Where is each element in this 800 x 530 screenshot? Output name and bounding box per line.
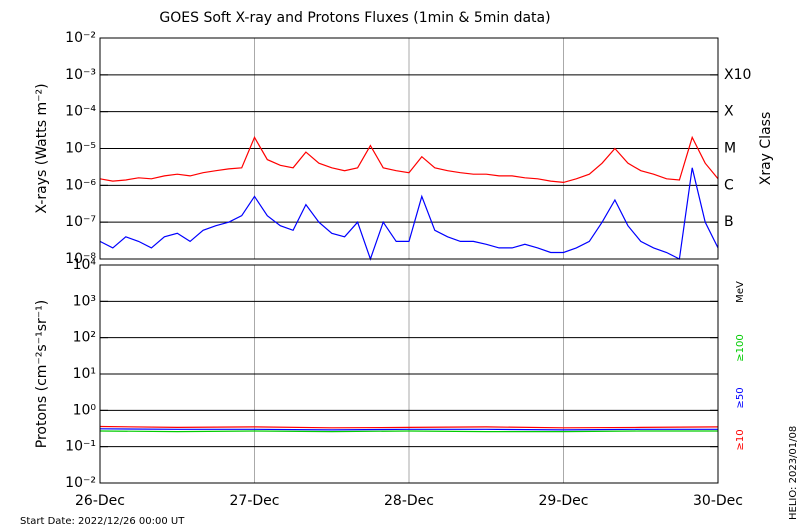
plot-frame xyxy=(99,37,719,260)
plot-frame xyxy=(99,264,719,484)
series-line xyxy=(99,425,719,429)
y-axis-label: Protons (cm⁻²s⁻¹sr⁻¹) xyxy=(34,300,50,449)
x-tick-label: 27-Dec xyxy=(230,493,280,509)
class-label: X10 xyxy=(724,67,751,83)
x-tick-label: 30-Dec xyxy=(693,493,743,509)
legend-entry: ≥50 xyxy=(735,387,746,408)
series-line xyxy=(99,135,719,184)
class-label: X xyxy=(724,104,734,120)
y-tick-label: 10² xyxy=(73,330,96,346)
legend-entry: ≥100 xyxy=(735,334,746,361)
chart-title: GOES Soft X-ray and Protons Fluxes (1min… xyxy=(159,10,550,26)
y-tick-label: 10⁻² xyxy=(65,475,96,491)
y-tick-label: 10⁻³ xyxy=(65,67,96,83)
y-tick-label: 10⁻⁵ xyxy=(65,141,96,157)
series-line xyxy=(99,430,718,433)
y-tick-label: 10⁻⁸ xyxy=(65,251,96,267)
y-tick-label: 10¹ xyxy=(73,366,96,382)
class-label: C xyxy=(724,177,734,193)
y-tick-label: 10³ xyxy=(73,293,96,309)
class-label: M xyxy=(724,141,736,157)
y2-axis-label: Xray Class xyxy=(758,112,774,186)
y-tick-label: 10⁻⁷ xyxy=(65,214,96,230)
class-label: B xyxy=(724,214,734,230)
x-tick-label: 28-Dec xyxy=(384,493,434,509)
unit-label: MeV xyxy=(735,281,746,303)
x-tick-label: 29-Dec xyxy=(539,493,589,509)
series-line xyxy=(99,167,719,261)
legend-entry: ≥10 xyxy=(735,429,746,450)
y-tick-label: 10⁴ xyxy=(73,257,97,273)
stamp: HELIO: 2023/01/08 xyxy=(788,426,799,520)
x-tick-label: 26-Dec xyxy=(75,493,125,509)
y-tick-label: 10⁰ xyxy=(73,402,97,418)
y-axis-label: X-rays (Watts m⁻²) xyxy=(34,83,50,213)
y-tick-label: 10⁻² xyxy=(65,30,96,46)
y-tick-label: 10⁻⁶ xyxy=(65,177,96,193)
y-tick-label: 10⁻¹ xyxy=(65,439,96,455)
series-line xyxy=(99,428,718,431)
y-tick-label: 10⁻⁴ xyxy=(65,104,96,120)
start-date: Start Date: 2022/12/26 00:00 UT xyxy=(20,516,185,527)
